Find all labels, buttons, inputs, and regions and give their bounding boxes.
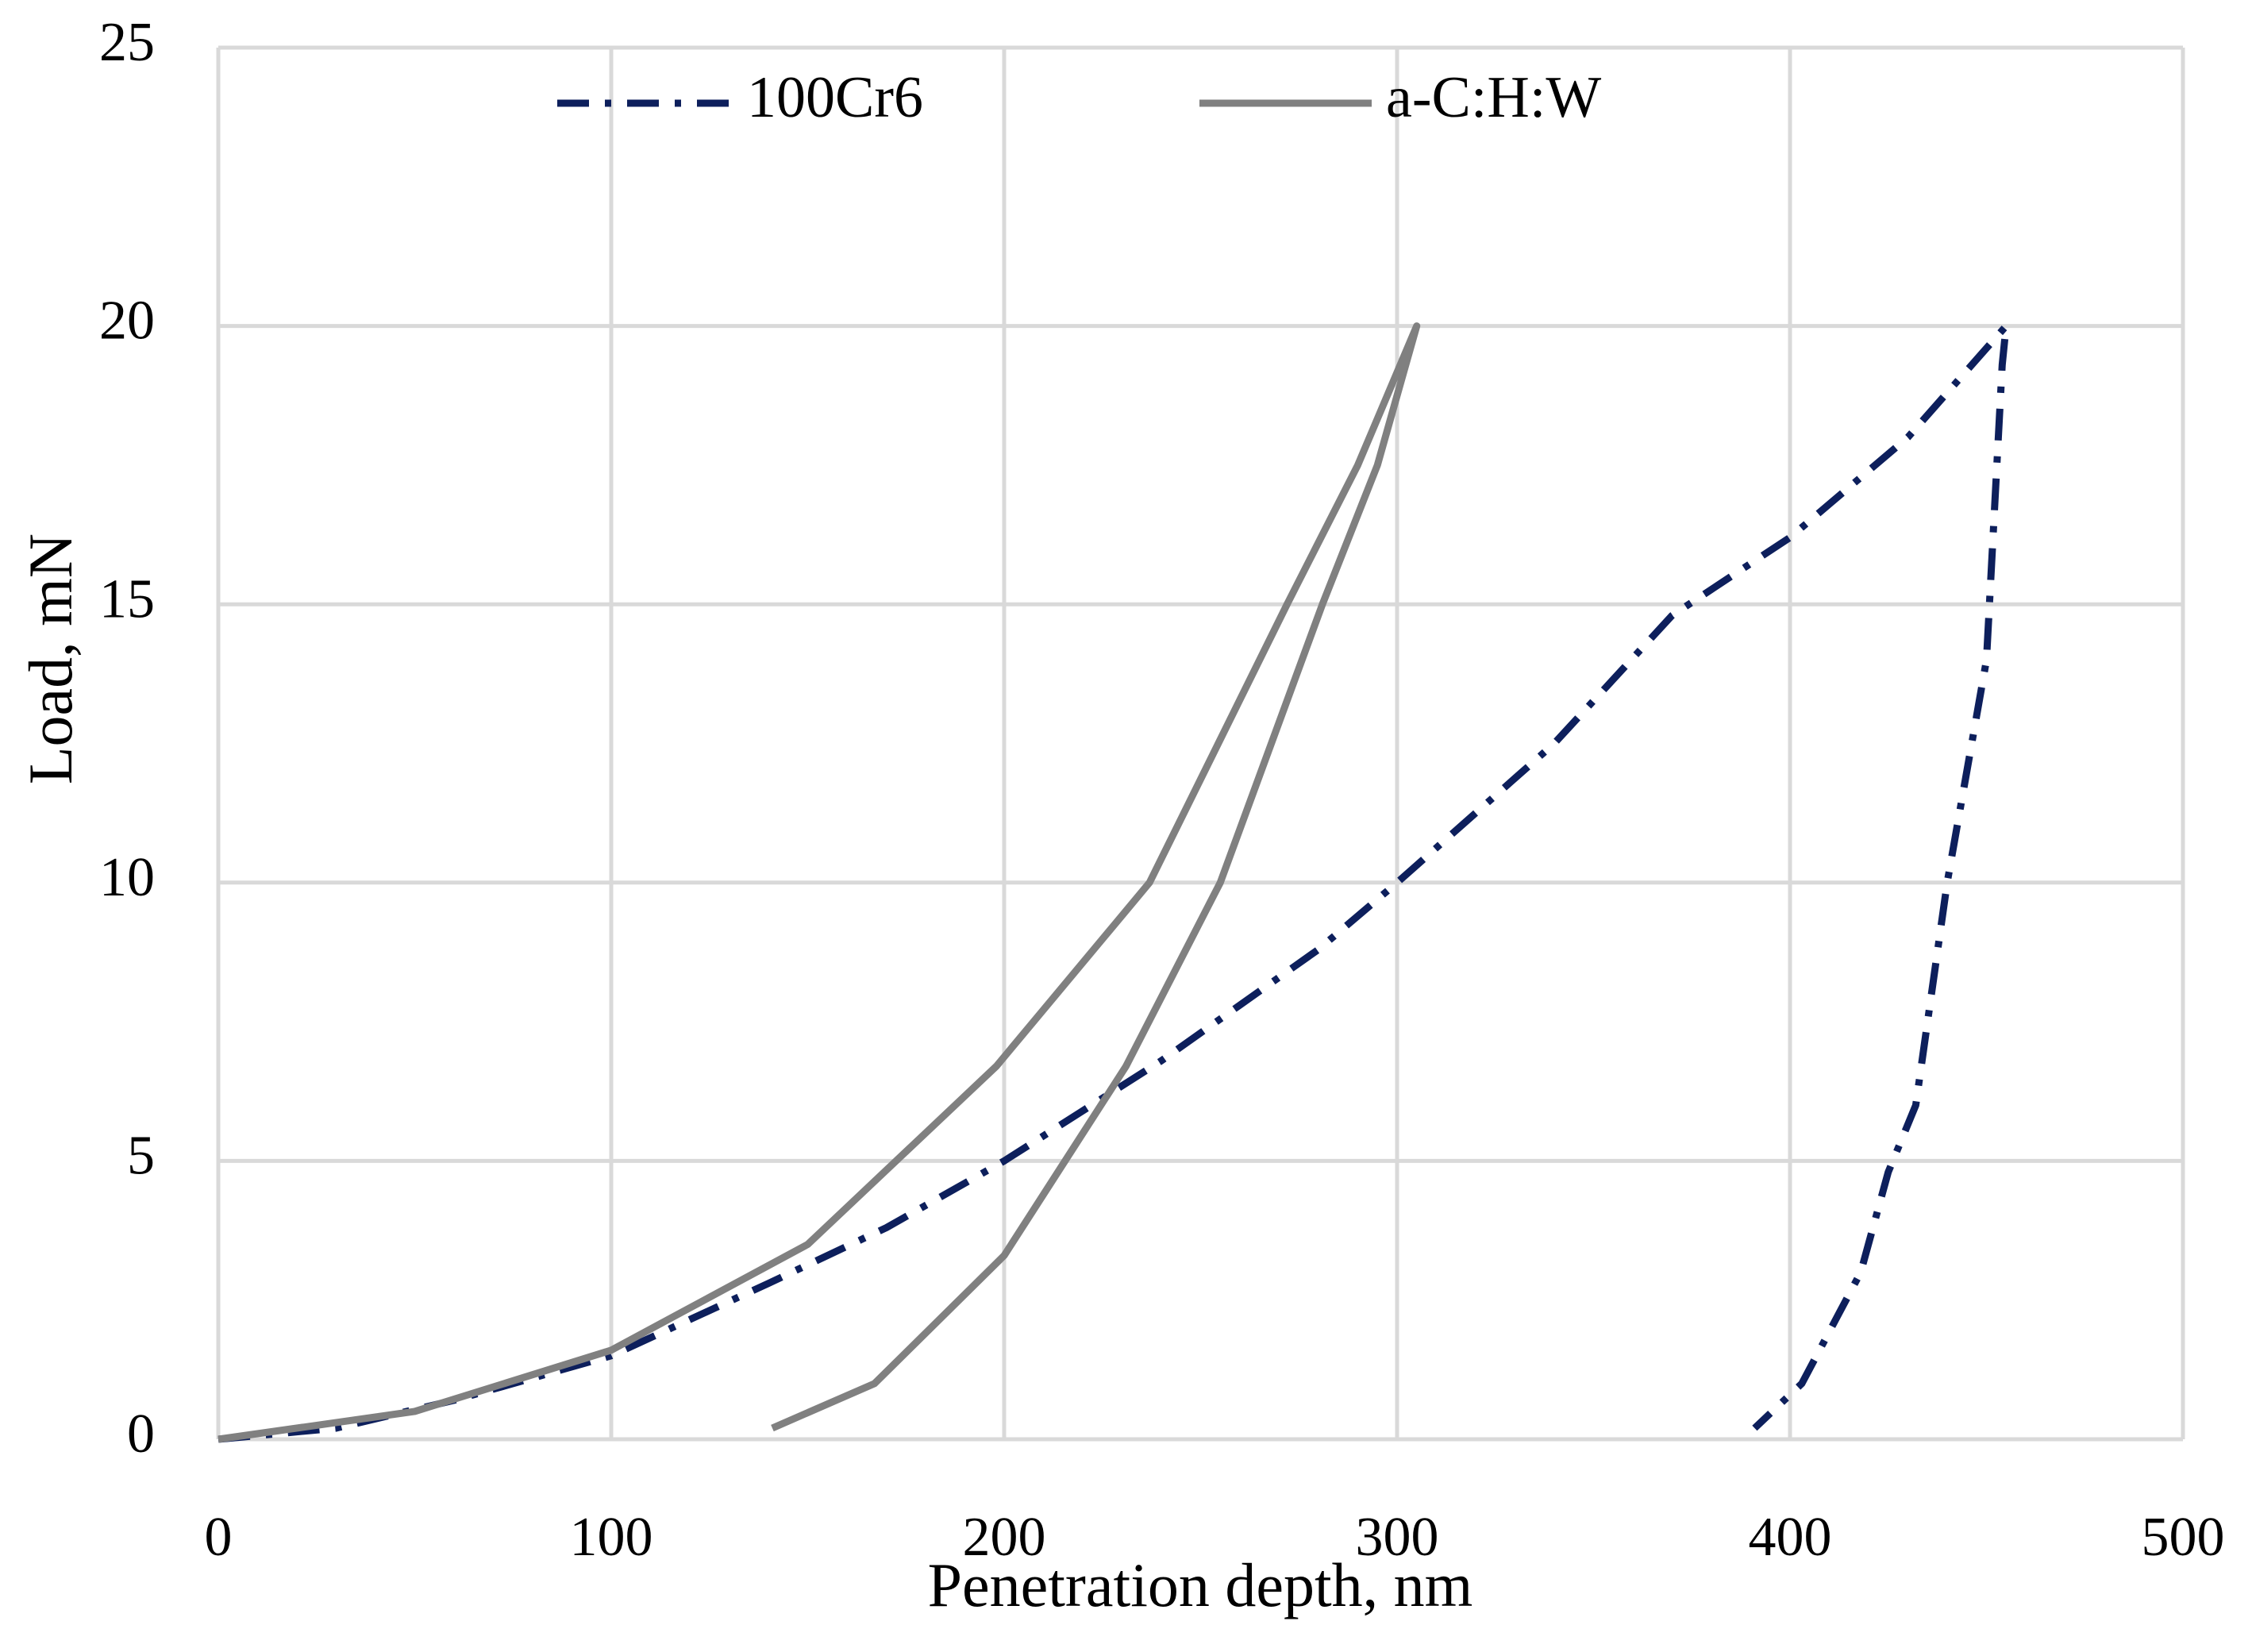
series-line: [218, 322, 2010, 1443]
x-tick-label: 400: [1749, 1507, 1832, 1568]
x-tick-label: 500: [2142, 1507, 2225, 1568]
y-tick-label: 20: [99, 291, 155, 352]
legend-label: a-C:H:W: [1386, 65, 1601, 130]
series-line: [218, 322, 1421, 1443]
x-tick-label: 300: [1356, 1507, 1439, 1568]
x-tick-label: 0: [205, 1507, 233, 1568]
y-axis-title: Load, mN: [16, 533, 85, 784]
legend-label: 100Cr6: [747, 65, 923, 130]
y-tick-label: 10: [99, 847, 155, 908]
x-axis-title: Penetration depth, nm: [928, 1550, 1473, 1619]
x-tick-label: 200: [963, 1507, 1046, 1568]
x-tick-label: 100: [570, 1507, 653, 1568]
y-tick-label: 15: [99, 568, 155, 630]
y-tick-label: 0: [127, 1404, 155, 1465]
y-tick-label: 25: [99, 12, 155, 73]
y-tick-label: 5: [127, 1125, 155, 1186]
